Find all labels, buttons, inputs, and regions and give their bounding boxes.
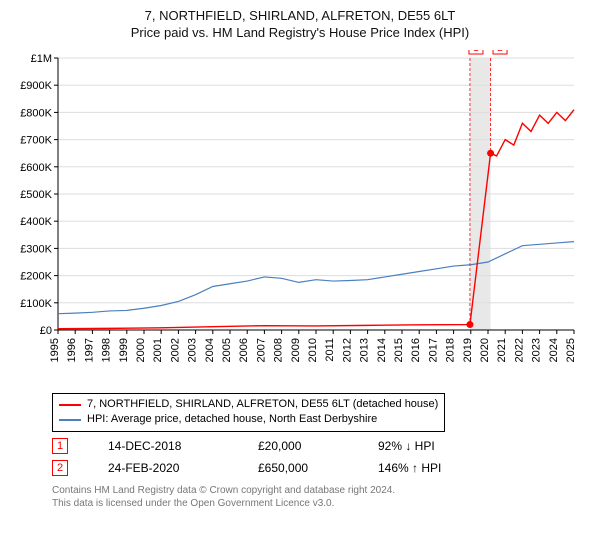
legend-swatch — [59, 419, 81, 421]
svg-text:1997: 1997 — [83, 338, 95, 362]
svg-text:£100K: £100K — [20, 298, 52, 310]
chart-area: £0 £100K £200K £300K £400K £500K £600K £700K £80… — [12, 50, 588, 385]
svg-text:2000: 2000 — [135, 338, 147, 362]
sale-row: 1 14-DEC-2018 £20,000 92% ↓ HPI — [52, 438, 588, 454]
sale-row: 2 24-FEB-2020 £650,000 146% ↑ HPI — [52, 460, 588, 476]
svg-text:£800K: £800K — [20, 107, 52, 119]
legend-swatch — [59, 404, 81, 406]
svg-text:£0: £0 — [40, 325, 52, 337]
chart-title: 7, NORTHFIELD, SHIRLAND, ALFRETON, DE55 … — [12, 8, 588, 23]
svg-text:2012: 2012 — [341, 338, 353, 362]
svg-text:2: 2 — [497, 50, 503, 54]
chart-subtitle: Price paid vs. HM Land Registry's House … — [12, 25, 588, 40]
sale-date: 14-DEC-2018 — [108, 439, 218, 453]
svg-text:2022: 2022 — [513, 338, 525, 362]
svg-text:1998: 1998 — [101, 338, 113, 362]
svg-text:1995: 1995 — [49, 338, 61, 362]
legend-label: HPI: Average price, detached house, Nort… — [87, 412, 377, 427]
svg-text:2024: 2024 — [548, 338, 560, 362]
footnote: Contains HM Land Registry data © Crown c… — [52, 484, 588, 510]
legend-item: HPI: Average price, detached house, Nort… — [59, 412, 438, 427]
sale-pct: 146% ↑ HPI — [378, 461, 441, 475]
svg-text:2003: 2003 — [187, 338, 199, 362]
sale-price: £20,000 — [258, 439, 338, 453]
svg-text:1999: 1999 — [118, 338, 130, 362]
svg-text:2016: 2016 — [410, 338, 422, 362]
svg-text:2020: 2020 — [479, 338, 491, 362]
sale-badge: 1 — [52, 438, 68, 454]
svg-text:1996: 1996 — [66, 338, 78, 362]
sale-price: £650,000 — [258, 461, 338, 475]
svg-text:2006: 2006 — [238, 338, 250, 362]
svg-text:2017: 2017 — [427, 338, 439, 362]
svg-text:£900K: £900K — [20, 80, 52, 92]
svg-text:£300K: £300K — [20, 243, 52, 255]
svg-text:2008: 2008 — [273, 338, 285, 362]
svg-text:2004: 2004 — [204, 338, 216, 362]
svg-text:2015: 2015 — [393, 338, 405, 362]
svg-text:2002: 2002 — [169, 338, 181, 362]
svg-text:2021: 2021 — [496, 338, 508, 362]
svg-text:2019: 2019 — [462, 338, 474, 362]
sale-badge: 2 — [52, 460, 68, 476]
svg-text:2025: 2025 — [565, 338, 577, 362]
svg-text:£200K: £200K — [20, 271, 52, 283]
legend-label: 7, NORTHFIELD, SHIRLAND, ALFRETON, DE55 … — [87, 397, 438, 412]
sale-date: 24-FEB-2020 — [108, 461, 218, 475]
svg-text:2013: 2013 — [359, 338, 371, 362]
legend: 7, NORTHFIELD, SHIRLAND, ALFRETON, DE55 … — [52, 393, 445, 432]
svg-text:2001: 2001 — [152, 338, 164, 362]
sale-pct: 92% ↓ HPI — [378, 439, 435, 453]
svg-text:2011: 2011 — [324, 338, 336, 362]
svg-text:2018: 2018 — [445, 338, 457, 362]
svg-text:2007: 2007 — [255, 338, 267, 362]
svg-text:2005: 2005 — [221, 338, 233, 362]
svg-text:£500K: £500K — [20, 189, 52, 201]
svg-text:2010: 2010 — [307, 338, 319, 362]
svg-text:2023: 2023 — [531, 338, 543, 362]
svg-text:£400K: £400K — [20, 216, 52, 228]
legend-item: 7, NORTHFIELD, SHIRLAND, ALFRETON, DE55 … — [59, 397, 438, 412]
svg-text:£700K: £700K — [20, 135, 52, 147]
footnote-line-1: Contains HM Land Registry data © Crown c… — [52, 484, 588, 497]
svg-text:£1M: £1M — [31, 53, 52, 65]
svg-text:1: 1 — [473, 50, 479, 54]
footnote-line-2: This data is licensed under the Open Gov… — [52, 497, 588, 510]
svg-text:£600K: £600K — [20, 162, 52, 174]
svg-text:2014: 2014 — [376, 338, 388, 362]
svg-text:2009: 2009 — [290, 338, 302, 362]
line-chart-svg: £0 £100K £200K £300K £400K £500K £600K £700K £80… — [12, 50, 587, 380]
